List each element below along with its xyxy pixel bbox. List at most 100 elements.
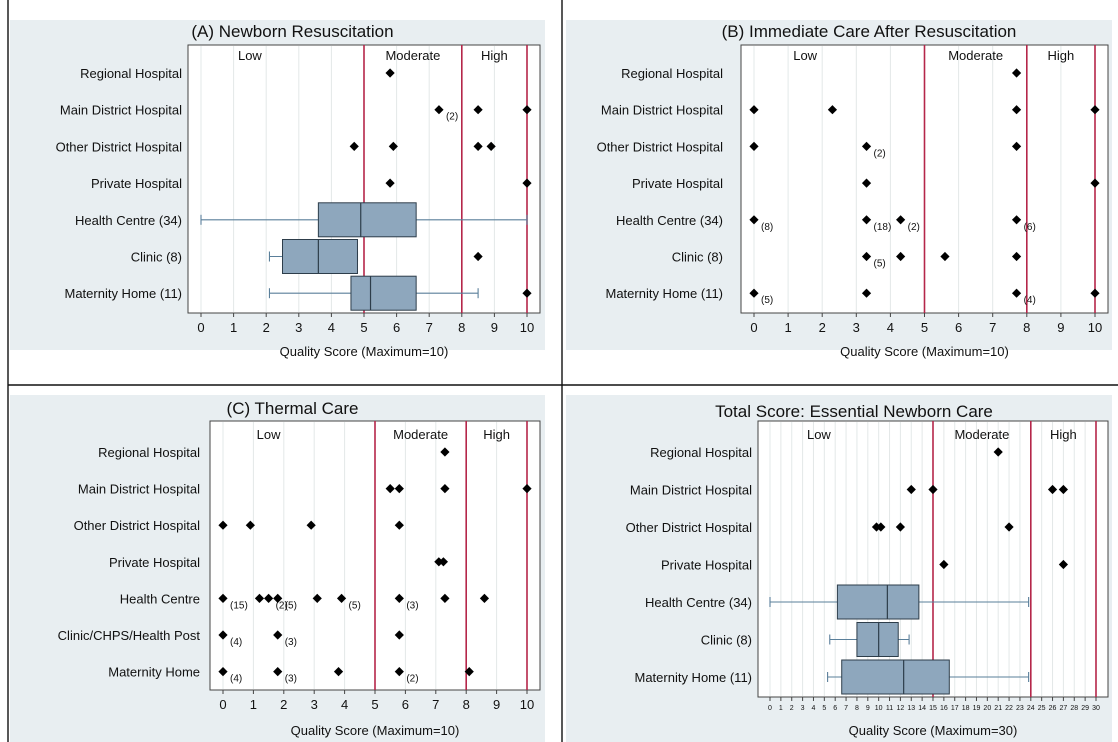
category-label-other-district-hospital: Other District Hospital (74, 518, 201, 533)
point-count-label: (8) (761, 222, 773, 233)
x-tick-label: 10 (520, 320, 534, 335)
x-tick-label: 13 (907, 705, 915, 712)
point-count-label: (5) (285, 600, 297, 611)
x-tick-label: 1 (250, 697, 257, 712)
category-label-health-centre-34: Health Centre (34) (616, 213, 723, 228)
category-label-health-centre-34: Health Centre (34) (645, 595, 752, 610)
zone-label-low: Low (257, 427, 281, 442)
point-count-label: (5) (349, 600, 361, 611)
x-tick-label: 2 (819, 320, 826, 335)
x-tick-label: 0 (768, 705, 772, 712)
category-label-regional-hospital: Regional Hospital (98, 445, 200, 460)
x-tick-label: 6 (402, 697, 409, 712)
chart-title: (C) Thermal Care (227, 399, 359, 418)
box-iqr (837, 585, 919, 619)
x-tick-label: 3 (853, 320, 860, 335)
category-label-main-district-hospital: Main District Hospital (60, 103, 182, 118)
x-tick-label: 6 (833, 705, 837, 712)
category-label-private-hospital: Private Hospital (109, 555, 200, 570)
zone-label-high: High (1048, 48, 1075, 63)
x-tick-label: 8 (855, 705, 859, 712)
point-count-label: (18) (874, 222, 892, 233)
x-tick-label: 9 (491, 320, 498, 335)
point-count-label: (5) (761, 295, 773, 306)
zone-label-high: High (1050, 427, 1077, 442)
category-label-clinic-8: Clinic (8) (701, 633, 752, 648)
x-tick-label: 2 (263, 320, 270, 335)
point-count-label: (2) (908, 222, 920, 233)
x-tick-label: 17 (951, 705, 959, 712)
x-tick-label: 27 (1060, 705, 1068, 712)
panel-immediate-care: (B) Immediate Care After Resuscitation Lo… (566, 20, 1112, 359)
point-count-label: (15) (230, 600, 248, 611)
category-label-clinic-chps-health-post: Clinic/CHPS/Health Post (58, 628, 201, 643)
x-tick-label: 9 (1057, 320, 1064, 335)
box-iqr (842, 660, 950, 694)
box-iqr (857, 623, 898, 657)
category-label-main-district-hospital: Main District Hospital (78, 482, 200, 497)
category-label-private-hospital: Private Hospital (91, 176, 182, 191)
point-count-label: (5) (874, 259, 886, 270)
category-label-regional-hospital: Regional Hospital (621, 66, 723, 81)
x-tick-label: 29 (1081, 705, 1089, 712)
x-tick-label: 2 (280, 697, 287, 712)
category-label-clinic-8: Clinic (8) (131, 250, 182, 265)
category-label-main-district-hospital: Main District Hospital (630, 483, 752, 498)
x-tick-label: 12 (897, 705, 905, 712)
category-label-maternity-home-11: Maternity Home (11) (634, 670, 752, 685)
x-tick-label: 4 (328, 320, 335, 335)
x-tick-label: 7 (426, 320, 433, 335)
x-tick-label: 9 (493, 697, 500, 712)
x-tick-label: 4 (812, 705, 816, 712)
zone-label-high: High (483, 427, 510, 442)
zone-label-high: High (481, 48, 508, 63)
point-count-label: (6) (1024, 222, 1036, 233)
x-tick-label: 22 (1005, 705, 1013, 712)
category-label-other-district-hospital: Other District Hospital (626, 520, 753, 535)
x-tick-label: 10 (875, 705, 883, 712)
category-label-main-district-hospital: Main District Hospital (601, 103, 723, 118)
category-label-maternity-home-11: Maternity Home (11) (64, 286, 182, 301)
x-tick-label: 3 (311, 697, 318, 712)
x-axis-title: Quality Score (Maximum=10) (291, 723, 460, 738)
x-tick-label: 5 (360, 320, 367, 335)
box-iqr (318, 203, 416, 237)
panel-thermal-care: (C) Thermal Care Low Moderate High Regional … (10, 395, 545, 742)
category-label-maternity-home: Maternity Home (108, 665, 200, 680)
x-tick-label: 0 (750, 320, 757, 335)
x-axis-title: Quality Score (Maximum=10) (280, 344, 449, 359)
x-tick-label: 28 (1070, 705, 1078, 712)
x-tick-label: 0 (219, 697, 226, 712)
x-tick-label: 8 (463, 697, 470, 712)
x-tick-label: 30 (1092, 705, 1100, 712)
chart-title: (B) Immediate Care After Resuscitation (722, 22, 1017, 41)
point-count-label: (2) (406, 674, 418, 685)
x-axis-title: Quality Score (Maximum=30) (849, 723, 1018, 738)
x-tick-label: 18 (962, 705, 970, 712)
zone-label-low: Low (238, 48, 262, 63)
x-axis-title: Quality Score (Maximum=10) (840, 344, 1009, 359)
x-tick-label: 1 (230, 320, 237, 335)
panel-total-score: Total Score: Essential Newborn CareLow Mo… (566, 395, 1112, 742)
zone-label-low: Low (793, 48, 817, 63)
zone-label-moderate: Moderate (948, 48, 1003, 63)
chart-title: Total Score: Essential Newborn Care (715, 402, 993, 421)
zone-label-low: Low (807, 427, 831, 442)
point-count-label: (3) (406, 600, 418, 611)
x-tick-label: 25 (1038, 705, 1046, 712)
x-tick-label: 21 (994, 705, 1002, 712)
x-tick-label: 6 (955, 320, 962, 335)
x-tick-label: 8 (458, 320, 465, 335)
box-iqr (283, 240, 358, 274)
x-tick-label: 10 (520, 697, 534, 712)
x-tick-label: 5 (371, 697, 378, 712)
x-tick-label: 11 (886, 705, 893, 712)
x-tick-label: 16 (940, 705, 948, 712)
x-tick-label: 19 (973, 705, 981, 712)
x-tick-label: 15 (929, 705, 937, 712)
x-tick-label: 1 (779, 705, 783, 712)
x-tick-label: 4 (341, 697, 348, 712)
x-tick-label: 10 (1088, 320, 1102, 335)
x-tick-label: 20 (983, 705, 991, 712)
